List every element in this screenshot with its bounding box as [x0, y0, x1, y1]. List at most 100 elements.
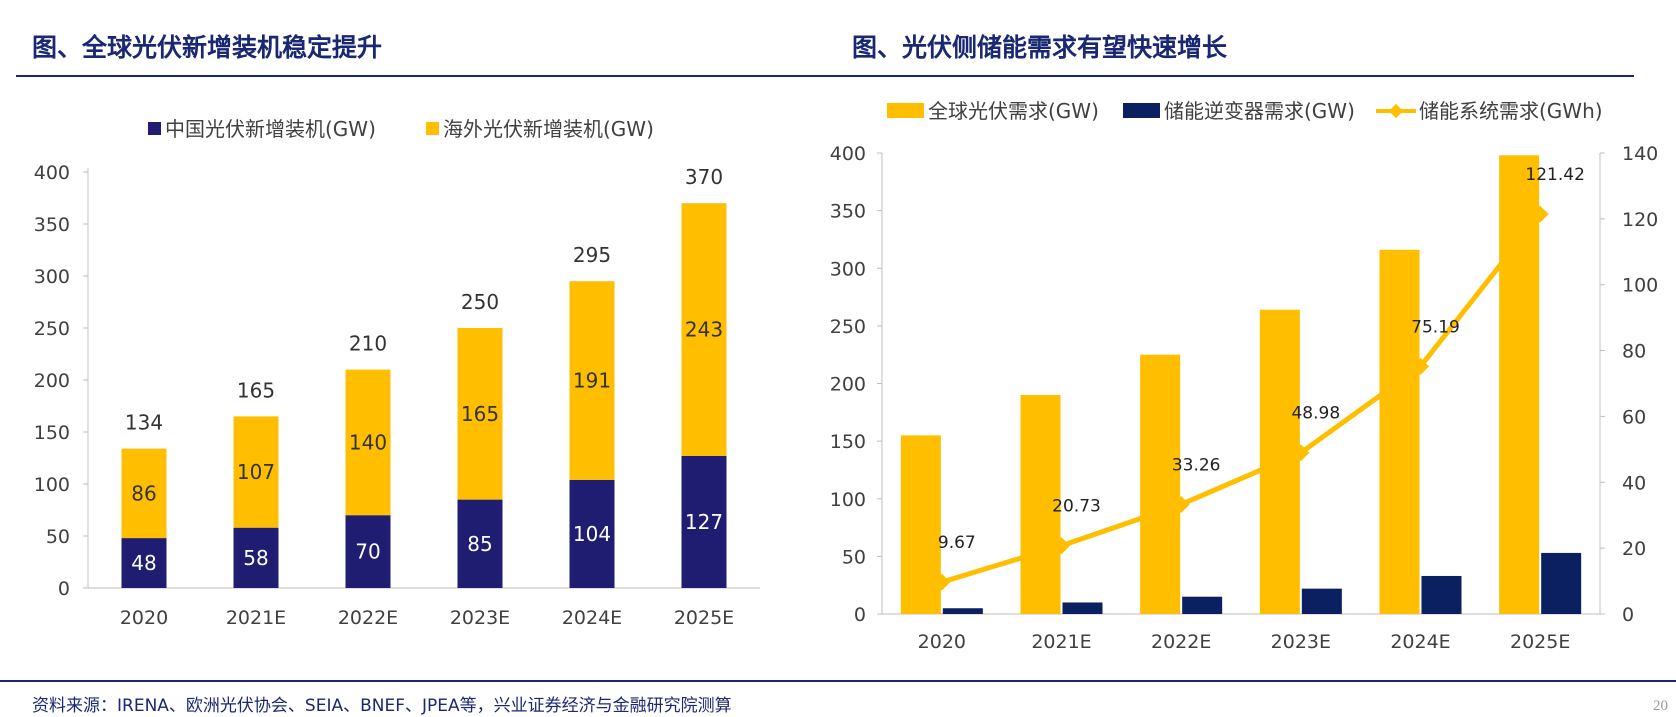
legend-label-inverter: 储能逆变器需求(GW) — [1164, 99, 1355, 123]
data-label-overseas: 86 — [131, 481, 156, 505]
y-tick-label: 0 — [58, 578, 70, 600]
source-note: 资料来源：IRENA、欧洲光伏协会、SEIA、BNEF、JPEA等，兴业证券经济… — [32, 696, 732, 716]
left-y-tick-label: 300 — [830, 258, 866, 280]
x-tick-label: 2020 — [120, 607, 168, 629]
bar-china — [681, 455, 727, 588]
x-tick-label: 2023E — [450, 607, 510, 629]
data-label-total: 134 — [125, 411, 163, 435]
legend-label-overseas: 海外光伏新增装机(GW) — [443, 117, 654, 141]
right-y-tick-label: 100 — [1622, 275, 1658, 297]
data-label-total: 210 — [349, 332, 387, 356]
bar-inverter-demand — [1541, 552, 1582, 614]
left-y-tick-label: 400 — [830, 143, 866, 165]
line-marker — [933, 573, 951, 591]
bar-inverter-demand — [1182, 596, 1223, 614]
line-data-label: 33.26 — [1172, 455, 1221, 475]
right-y-tick-label: 60 — [1622, 406, 1646, 428]
legend-swatch-china — [148, 122, 161, 135]
x-tick-label: 2021E — [226, 607, 286, 629]
left-y-tick-label: 0 — [854, 604, 866, 626]
data-label-china: 70 — [355, 540, 380, 564]
data-label-overseas: 243 — [685, 318, 723, 342]
line-data-label: 48.98 — [1291, 404, 1340, 424]
bar-pv-demand — [1379, 249, 1420, 614]
y-tick-label: 350 — [34, 214, 70, 236]
left-y-tick-label: 200 — [830, 374, 866, 396]
y-tick-label: 250 — [34, 318, 70, 340]
legend-marker-storage — [1388, 103, 1404, 119]
data-label-china: 85 — [467, 532, 492, 556]
x-tick-label: 2021E — [1031, 631, 1091, 653]
bar-inverter-demand — [1301, 588, 1342, 614]
bar-overseas — [233, 416, 279, 528]
legend-label-pv: 全球光伏需求(GW) — [928, 99, 1099, 123]
legend-label-storage: 储能系统需求(GWh) — [1419, 99, 1603, 123]
data-label-total: 295 — [573, 243, 611, 267]
line-data-label: 20.73 — [1052, 497, 1101, 517]
bar-pv-demand — [1140, 354, 1181, 614]
bar-china — [121, 538, 167, 588]
left-y-tick-label: 100 — [830, 489, 866, 511]
bar-inverter-demand — [1062, 602, 1103, 614]
bar-pv-demand — [1499, 155, 1540, 614]
bar-overseas — [569, 281, 615, 480]
data-label-total: 165 — [237, 378, 275, 402]
bar-inverter-demand — [1421, 575, 1462, 614]
bar-china — [457, 499, 503, 588]
y-tick-label: 100 — [34, 474, 70, 496]
page-number: 20 — [1653, 698, 1668, 714]
data-label-china: 127 — [685, 510, 723, 534]
line-data-label: 9.67 — [938, 533, 976, 553]
bar-china — [345, 515, 391, 588]
y-tick-label: 300 — [34, 266, 70, 288]
x-tick-label: 2022E — [1151, 631, 1211, 653]
line-storage-demand — [941, 212, 1543, 585]
x-tick-label: 2024E — [1390, 631, 1450, 653]
left-y-tick-label: 150 — [830, 431, 866, 453]
data-label-overseas: 191 — [573, 369, 611, 393]
right-y-tick-label: 20 — [1622, 538, 1646, 560]
data-label-overseas: 107 — [237, 460, 275, 484]
right-y-tick-label: 0 — [1622, 604, 1634, 626]
bar-pv-demand — [900, 435, 941, 614]
bar-inverter-demand — [942, 608, 983, 614]
y-tick-label: 50 — [46, 526, 70, 548]
footer-divider — [0, 680, 1676, 682]
legend-swatch-pv — [887, 103, 924, 118]
left-y-tick-label: 50 — [842, 546, 866, 568]
bar-overseas — [345, 369, 391, 516]
x-tick-label: 2023E — [1271, 631, 1331, 653]
data-label-overseas: 140 — [349, 430, 387, 454]
bar-overseas — [681, 203, 727, 456]
x-tick-label: 2020 — [918, 631, 966, 653]
right-chart-title: 图、光伏侧储能需求有望快速增长 — [852, 33, 1228, 62]
data-label-overseas: 165 — [461, 402, 499, 426]
legend-swatch-overseas — [426, 122, 439, 135]
x-tick-label: 2022E — [338, 607, 398, 629]
legend-label-china: 中国光伏新增装机(GW) — [165, 117, 376, 141]
line-data-label: 75.19 — [1411, 317, 1460, 337]
left-y-tick-label: 350 — [830, 201, 866, 223]
y-tick-label: 200 — [34, 370, 70, 392]
data-label-china: 48 — [131, 551, 156, 575]
left-y-tick-label: 250 — [830, 316, 866, 338]
right-y-tick-label: 120 — [1622, 209, 1658, 231]
left-chart-title: 图、全球光伏新增装机稳定提升 — [32, 33, 383, 62]
header-divider — [16, 75, 1634, 77]
bar-overseas — [457, 328, 503, 500]
x-tick-label: 2025E — [1510, 631, 1570, 653]
right-y-tick-label: 80 — [1622, 341, 1646, 363]
line-marker — [1053, 537, 1070, 555]
data-label-china: 58 — [243, 546, 268, 570]
line-data-label: 121.42 — [1525, 165, 1584, 185]
x-tick-label: 2025E — [674, 607, 734, 629]
data-label-china: 104 — [573, 522, 611, 546]
y-tick-label: 150 — [34, 422, 70, 444]
bar-china — [233, 527, 279, 588]
legend-swatch-inverter — [1123, 103, 1160, 118]
bar-overseas — [121, 448, 167, 539]
x-tick-label: 2024E — [562, 607, 622, 629]
data-label-total: 370 — [685, 165, 723, 189]
